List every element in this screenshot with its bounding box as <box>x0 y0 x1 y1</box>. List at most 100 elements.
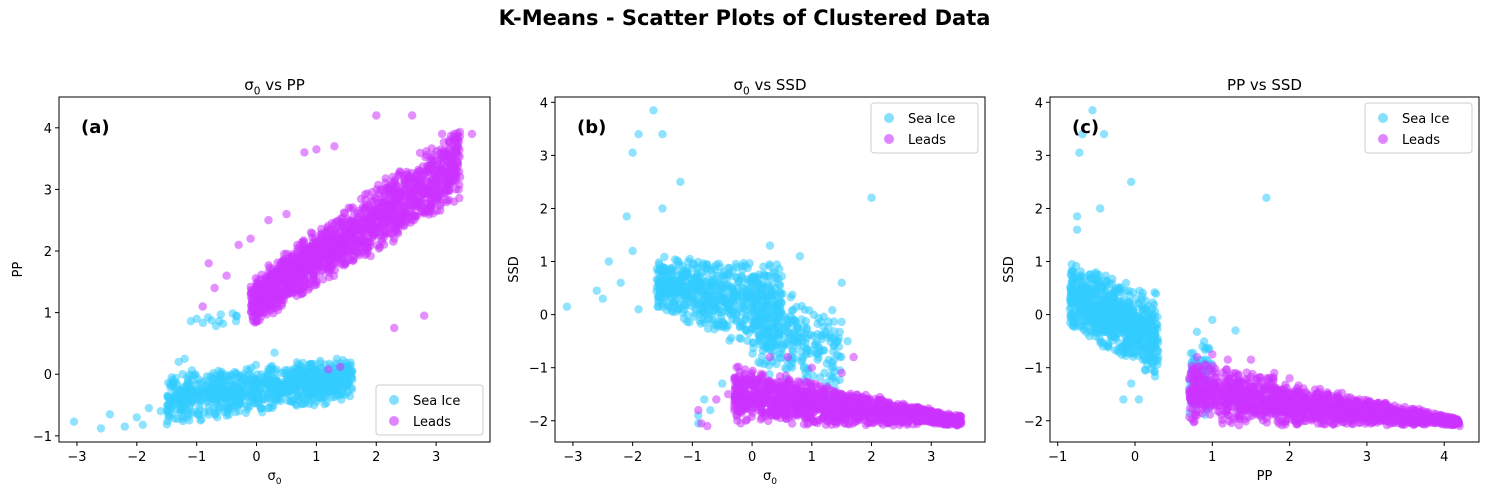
legend-label: Leads <box>413 415 451 430</box>
scatter-point <box>654 258 664 267</box>
scatter-point <box>770 341 780 350</box>
scatter-point <box>302 382 311 391</box>
scatter-point <box>247 363 256 373</box>
scatter-point <box>847 398 856 408</box>
y-tick-label: 2 <box>540 202 548 217</box>
y-tick-label: 4 <box>540 96 548 111</box>
scatter-point <box>389 237 398 246</box>
scatter-point <box>416 177 425 187</box>
scatter-point <box>182 380 191 389</box>
scatter-point <box>881 398 891 407</box>
scatter-point <box>172 386 182 395</box>
scatter-point <box>120 422 129 431</box>
scatter-point <box>867 193 876 202</box>
y-tick-label: 1 <box>44 307 52 322</box>
scatter-point <box>749 375 758 384</box>
scatter-point <box>178 370 187 379</box>
scatter-point <box>273 305 283 315</box>
scatter-point <box>282 209 291 219</box>
scatter-point <box>733 391 742 401</box>
scatter-point <box>828 306 837 315</box>
series-sea-ice <box>562 106 876 428</box>
scatter-point <box>168 375 177 385</box>
x-axis-label: σ0 <box>763 469 777 487</box>
scatter-point <box>774 280 784 289</box>
scatter-point <box>785 376 794 386</box>
scatter-point <box>230 396 239 405</box>
scatter-point <box>710 325 719 334</box>
scatter-point <box>378 237 387 246</box>
scatter-point <box>836 414 845 423</box>
legend-box <box>375 384 484 436</box>
scatter-point <box>748 279 757 288</box>
x-tick-label: −2 <box>623 450 642 465</box>
scatter-point <box>345 391 355 401</box>
scatter-point <box>335 235 344 245</box>
scatter-point <box>700 318 709 327</box>
scatter-point <box>628 246 637 256</box>
scatter-point <box>743 263 752 273</box>
scatter-point <box>738 283 747 293</box>
scatter-point <box>325 256 334 265</box>
scatter-point <box>283 278 292 288</box>
scatter-point <box>748 349 757 358</box>
scatter-point <box>892 405 902 414</box>
scatter-point <box>731 259 741 269</box>
scatter-point <box>809 408 818 417</box>
y-tick-label: 2 <box>44 245 52 260</box>
scatter-point <box>454 151 463 160</box>
scatter-point <box>634 130 643 139</box>
scatter-point <box>755 402 764 411</box>
scatter-point <box>262 294 272 303</box>
scatter-point <box>770 304 779 313</box>
scatter-point <box>779 341 788 351</box>
scatter-point <box>722 299 732 308</box>
scatter-point <box>422 204 431 214</box>
scatter-point <box>395 188 404 197</box>
scatter-point <box>688 284 697 294</box>
scatter-point <box>649 106 658 115</box>
scatter-point <box>256 387 266 396</box>
scatter-point <box>330 369 340 378</box>
scatter-point <box>280 249 289 259</box>
scatter-point <box>308 238 318 247</box>
y-tick-label: 0 <box>540 309 548 324</box>
legend-label: Leads <box>908 133 946 148</box>
scatter-point <box>198 302 207 311</box>
scatter-point <box>562 302 572 311</box>
scatter-point <box>397 213 406 223</box>
scatter-point <box>712 395 721 404</box>
scatter-point <box>416 187 425 197</box>
scatter-point <box>363 246 372 255</box>
scatter-point <box>598 294 607 303</box>
scatter-point <box>408 111 417 120</box>
scatter-point <box>821 327 830 337</box>
scatter-point <box>307 360 317 369</box>
scatter-point <box>197 388 206 398</box>
scatter-point <box>683 317 692 326</box>
scatter-point <box>719 322 728 331</box>
y-tick-label: −1 <box>529 362 548 377</box>
x-tick-label: 2 <box>372 450 380 465</box>
scatter-point <box>204 259 213 268</box>
scatter-point <box>288 252 297 262</box>
x-tick-label: −1 <box>187 450 206 465</box>
scatter-point <box>956 419 966 428</box>
scatter-point <box>437 129 447 139</box>
scatter-point <box>186 395 195 405</box>
scatter-point <box>786 293 795 302</box>
scatter-point <box>775 312 784 321</box>
scatter-point <box>288 285 297 294</box>
y-axis-label: PP <box>11 262 26 278</box>
scatter-point <box>223 402 232 412</box>
scatter-point <box>703 421 712 431</box>
scatter-point <box>313 381 322 391</box>
scatter-point <box>442 195 451 205</box>
scatter-point <box>333 390 342 399</box>
scatter-point <box>209 403 219 412</box>
